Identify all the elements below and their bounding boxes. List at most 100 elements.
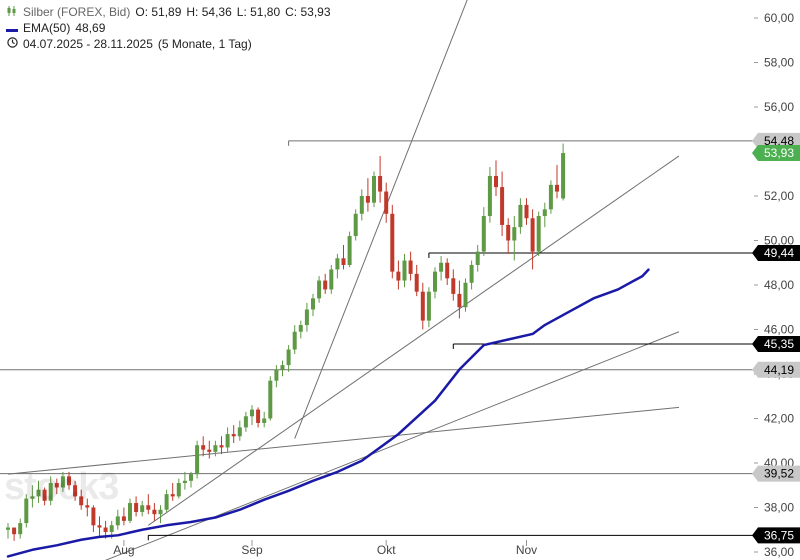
x-tick-label: Nov	[516, 543, 537, 557]
candle	[542, 202, 547, 228]
candle	[18, 518, 23, 539]
level-label-text: 54,48	[764, 134, 794, 148]
candle	[195, 440, 200, 479]
candle	[384, 182, 389, 223]
candle	[146, 494, 151, 515]
candle-body	[433, 271, 437, 292]
level-label-text: 36,75	[764, 528, 794, 542]
candle	[115, 509, 120, 530]
x-tick-label: Sep	[241, 543, 263, 557]
candle-body	[225, 434, 230, 448]
candle	[79, 489, 84, 510]
candle-body	[451, 278, 456, 294]
legend-ema-row: EMA(50) 48,69	[6, 20, 331, 36]
candle	[390, 204, 395, 279]
candle-body	[128, 503, 132, 521]
candle-body	[115, 516, 120, 526]
candle	[512, 216, 517, 261]
level-label: 54,48	[752, 132, 800, 149]
candle	[457, 280, 462, 319]
candle	[494, 160, 498, 196]
level-label: 49,44	[752, 244, 800, 261]
ema-label: EMA(50)	[23, 21, 71, 35]
candle-body	[6, 527, 10, 530]
candle-body	[353, 213, 358, 237]
legend-close: C: 53,93	[285, 5, 331, 19]
candle-body	[286, 349, 291, 366]
candle-body	[280, 365, 285, 370]
candle	[402, 253, 407, 288]
candle-body	[506, 224, 511, 241]
candle-body	[317, 280, 322, 299]
candle	[158, 505, 163, 524]
candle	[323, 273, 328, 294]
trend-line	[104, 331, 680, 560]
candle-body	[182, 480, 187, 484]
candle	[469, 260, 474, 290]
candle	[426, 287, 431, 328]
level-label-box	[752, 527, 800, 544]
candle-body	[292, 331, 297, 350]
candle-body	[195, 445, 200, 475]
ema-line	[6, 268, 650, 558]
candle	[500, 171, 505, 237]
candle	[481, 207, 486, 257]
trend-line	[294, 0, 468, 439]
candle-body	[384, 191, 389, 214]
candle-body	[103, 527, 108, 532]
candle	[213, 440, 218, 457]
candle-body	[372, 175, 376, 203]
candle	[414, 264, 419, 297]
candle	[170, 483, 175, 501]
candle-body	[91, 507, 96, 526]
candle-body	[201, 445, 206, 450]
instrument-name: Silber (FOREX, Bid)	[23, 5, 131, 19]
level-label-box	[752, 244, 800, 261]
y-tick-label: 38,00	[764, 501, 794, 515]
candle-body	[176, 483, 181, 497]
candle-body	[481, 216, 486, 252]
trend-line	[148, 155, 680, 526]
candle-body	[402, 260, 407, 281]
candle-body	[524, 204, 529, 219]
y-tick-label: 42,00	[764, 412, 794, 426]
y-tick-label: 52,00	[764, 189, 794, 203]
level-label-text: 53,93	[764, 146, 794, 160]
level-label-text: 39,52	[764, 467, 794, 481]
candle	[298, 320, 303, 339]
candle-body	[140, 505, 145, 512]
candle-body	[134, 503, 139, 512]
legend-low: L: 51,80	[236, 5, 281, 19]
y-tick-label: 46,00	[764, 323, 794, 337]
candle	[463, 278, 468, 312]
candle-body	[42, 489, 47, 501]
level-label-box	[752, 465, 800, 482]
candle-body	[268, 380, 273, 419]
candle	[359, 189, 364, 221]
level-lines	[0, 140, 800, 541]
candle-body	[189, 474, 193, 481]
candle	[487, 167, 492, 223]
legend-instrument-row: Silber (FOREX, Bid) O: 51,89 H: 54,36 L:…	[6, 4, 331, 20]
candle	[311, 293, 315, 317]
candlestick-icon	[6, 4, 18, 20]
candle-body	[487, 175, 492, 217]
y-tick-label: 36,00	[764, 545, 794, 559]
candle	[201, 436, 206, 457]
candle-body	[207, 449, 212, 452]
candle-body	[396, 271, 401, 281]
chart-legend: Silber (FOREX, Bid) O: 51,89 H: 54,36 L:…	[6, 4, 331, 52]
candle	[6, 523, 10, 539]
candle	[548, 180, 553, 214]
candle-body	[219, 445, 224, 448]
candle-body	[298, 325, 303, 332]
candle-body	[420, 291, 425, 321]
candle-body	[414, 273, 419, 292]
candle	[286, 345, 291, 372]
candle	[445, 258, 450, 285]
candle	[536, 211, 541, 257]
candle-body	[500, 187, 505, 225]
candle-body	[475, 251, 480, 265]
candle	[518, 198, 523, 234]
